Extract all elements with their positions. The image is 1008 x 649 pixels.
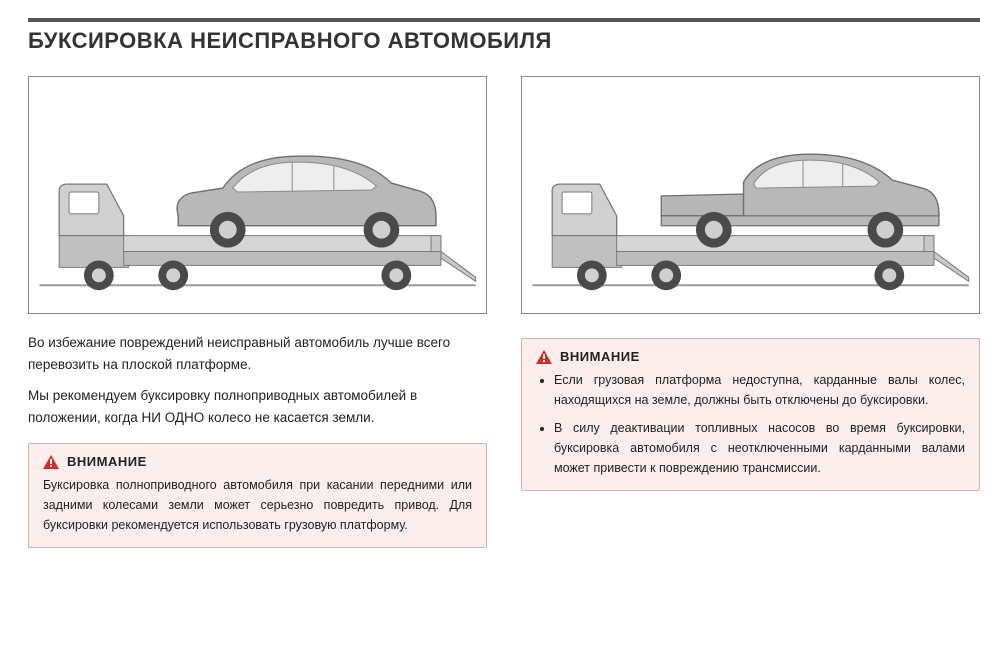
paragraph: Во избежание повреждений неисправный авт… — [28, 332, 487, 377]
left-column: Во избежание повреждений неисправный авт… — [28, 76, 487, 548]
left-body-text: Во избежание повреждений неисправный авт… — [28, 332, 487, 437]
warning-header: ВНИМАНИЕ — [43, 454, 472, 469]
warning-box-left: ВНИМАНИЕ Буксировка полноприводного авто… — [28, 443, 487, 548]
warning-list-item: Если грузовая платформа недоступна, кард… — [554, 370, 965, 410]
warning-list: Если грузовая платформа недоступна, кард… — [536, 370, 965, 478]
title-bar: БУКСИРОВКА НЕИСПРАВНОГО АВТОМОБИЛЯ — [28, 18, 980, 54]
warning-list-item: В силу деактивации топливных насосов во … — [554, 418, 965, 478]
page-title: БУКСИРОВКА НЕИСПРАВНОГО АВТОМОБИЛЯ — [28, 28, 980, 54]
figure-flatbed-suv — [28, 76, 487, 314]
paragraph: Мы рекомендуем буксировку полноприводных… — [28, 385, 487, 430]
warning-box-right: ВНИМАНИЕ Если грузовая платформа недосту… — [521, 338, 980, 491]
figure-flatbed-pickup — [521, 76, 980, 314]
warning-text: Буксировка полноприводного автомобиля пр… — [43, 475, 472, 535]
warning-triangle-icon — [43, 455, 59, 469]
warning-header: ВНИМАНИЕ — [536, 349, 965, 364]
right-column: ВНИМАНИЕ Если грузовая платформа недосту… — [521, 76, 980, 548]
warning-triangle-icon — [536, 350, 552, 364]
warning-title: ВНИМАНИЕ — [67, 454, 147, 469]
warning-title: ВНИМАНИЕ — [560, 349, 640, 364]
content-columns: Во избежание повреждений неисправный авт… — [28, 76, 980, 548]
